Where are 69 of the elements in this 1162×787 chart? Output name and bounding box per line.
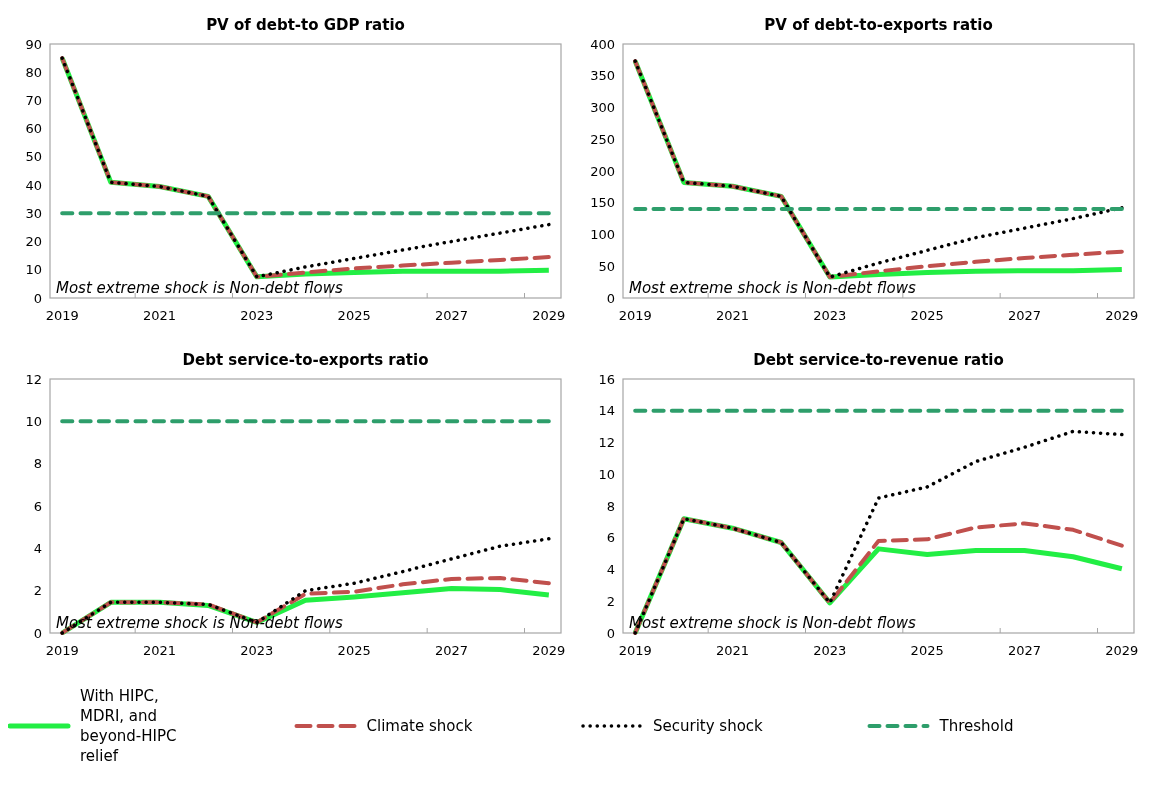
y-tick-label: 150 [590,195,615,211]
y-tick-label: 40 [25,177,42,193]
y-tick-label: 70 [25,92,42,108]
annotation: Most extreme shock is Non-debt flows [56,279,343,297]
x-tick-label: 2027 [434,308,469,323]
x-tick-label: 2029 [532,643,566,658]
x-tick-label: 2027 [1007,643,1042,658]
x-tick-label: 2023 [813,643,847,658]
x-tick-label: 2025 [910,643,944,658]
y-tick-label: 8 [606,498,615,514]
x-tick-label: 2029 [532,308,566,323]
y-tick-label: 12 [598,435,615,451]
y-tick-label: 50 [25,149,42,165]
y-tick-label: 4 [33,540,42,556]
y-tick-label: 350 [590,68,615,84]
chart-title: PV of debt-to GDP ratio [206,16,405,34]
annotation: Most extreme shock is Non-debt flows [629,279,916,297]
y-tick-label: 30 [25,205,42,221]
x-tick-label: 2021 [142,308,177,323]
chart-title: Debt service-to-revenue ratio [753,351,1004,369]
x-tick-label: 2021 [142,643,177,658]
x-tick-label: 2027 [1007,308,1042,323]
x-tick-label: 2023 [813,308,847,323]
y-tick-label: 4 [606,562,615,578]
x-tick-label: 2019 [45,643,79,658]
y-tick-label: 8 [33,456,42,472]
y-tick-label: 90 [25,36,42,52]
y-tick-label: 50 [598,258,615,274]
y-tick-label: 60 [25,121,42,137]
y-tick-label: 20 [25,234,42,250]
x-tick-label: 2019 [618,643,652,658]
legend-label: Threshold [938,717,1014,736]
x-tick-label: 2021 [715,308,750,323]
x-tick-label: 2023 [240,643,274,658]
y-tick-label: 300 [590,100,615,116]
y-tick-label: 0 [606,625,615,641]
y-tick-label: 100 [590,227,615,243]
chart-title: PV of debt-to-exports ratio [764,16,993,34]
x-tick-label: 2021 [715,643,750,658]
x-tick-label: 2027 [434,643,469,658]
y-tick-label: 6 [33,498,42,514]
y-tick-label: 16 [598,371,615,387]
x-tick-label: 2023 [240,308,274,323]
y-tick-label: 2 [606,593,615,609]
y-tick-label: 250 [590,131,615,147]
x-tick-label: 2025 [337,643,371,658]
y-tick-label: 10 [25,413,42,429]
x-tick-label: 2025 [910,308,944,323]
x-tick-label: 2029 [1105,308,1139,323]
y-tick-label: 2 [33,583,42,599]
y-tick-label: 400 [590,36,615,52]
legend-label: Climate shock [366,717,473,736]
y-tick-label: 10 [25,262,42,278]
x-tick-label: 2019 [45,308,79,323]
chart-title: Debt service-to-exports ratio [182,351,429,369]
y-tick-label: 0 [606,290,615,306]
y-tick-label: 200 [590,163,615,179]
x-tick-label: 2029 [1105,643,1139,658]
y-tick-label: 14 [598,403,615,419]
y-tick-label: 6 [606,530,615,546]
y-tick-label: 80 [25,64,42,80]
legend-label: Security shock [653,717,764,736]
y-tick-label: 10 [598,466,615,482]
y-tick-label: 0 [33,290,42,306]
x-tick-label: 2025 [337,308,371,323]
legend-label: With HIPC, MDRI, and beyond-HIPC relief [80,687,177,766]
y-tick-label: 0 [33,625,42,641]
x-tick-label: 2019 [618,308,652,323]
y-tick-label: 12 [25,371,42,387]
